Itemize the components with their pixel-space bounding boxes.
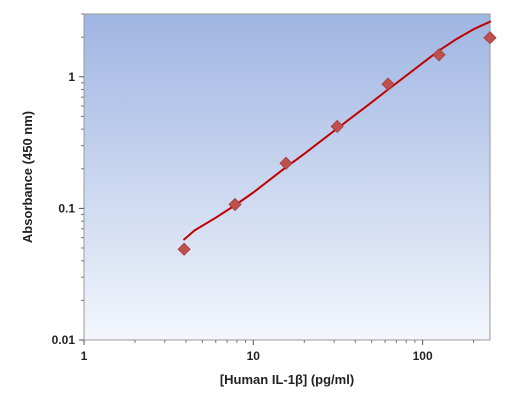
data-points-layer <box>177 31 497 256</box>
data-point <box>483 31 497 45</box>
y-axis-title: Absorbance (450 nm) <box>20 111 35 243</box>
x-axis-title: [Human IL-1β] (pg/ml) <box>220 372 354 387</box>
y-tick-label: 0.01 <box>52 333 76 347</box>
y-tick-label: 0.1 <box>58 201 75 215</box>
data-point <box>330 119 344 133</box>
data-point <box>228 197 242 212</box>
axes: 1 10 100 0.01 0.1 1 <box>52 13 475 363</box>
x-tick-label: 1 <box>81 349 88 363</box>
plot-area <box>83 13 491 341</box>
y-tick-label: 1 <box>68 70 75 84</box>
data-point <box>279 156 293 170</box>
data-point <box>381 77 395 91</box>
x-tick-label: 10 <box>247 349 261 363</box>
x-tick-label: 100 <box>413 349 433 363</box>
data-point <box>432 48 446 62</box>
data-point <box>177 242 191 256</box>
